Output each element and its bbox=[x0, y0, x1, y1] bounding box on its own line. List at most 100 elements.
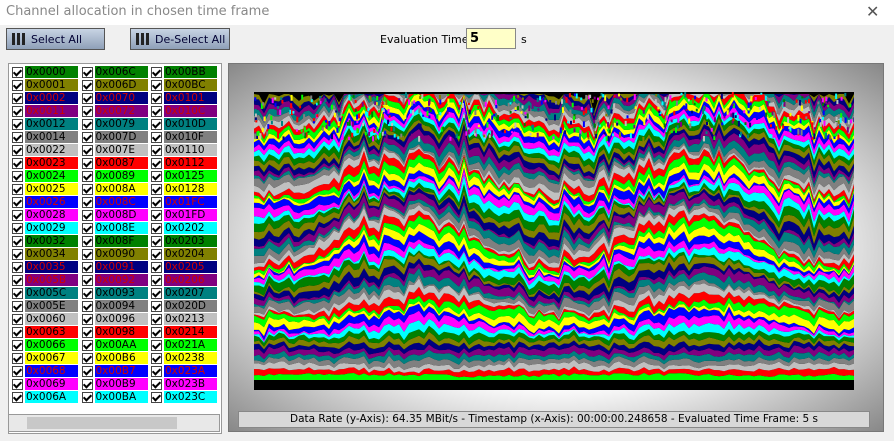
channel-checkbox[interactable] bbox=[81, 236, 93, 247]
channel-item: 0x023B bbox=[151, 378, 217, 390]
channel-checkbox[interactable] bbox=[151, 132, 162, 143]
channel-checkbox[interactable] bbox=[81, 366, 93, 377]
channel-checkbox[interactable] bbox=[81, 158, 93, 169]
channel-checkbox[interactable] bbox=[12, 184, 23, 195]
plot-noise bbox=[356, 120, 359, 124]
channel-checkbox[interactable] bbox=[81, 249, 93, 260]
channel-checkbox[interactable] bbox=[12, 197, 23, 208]
deselect-all-button[interactable]: De-Select All bbox=[130, 28, 230, 50]
channel-checkbox[interactable] bbox=[12, 392, 23, 403]
channel-checkbox[interactable] bbox=[12, 379, 23, 390]
channel-checkbox[interactable] bbox=[12, 262, 23, 273]
channel-checkbox[interactable] bbox=[151, 327, 162, 338]
channel-checkbox[interactable] bbox=[12, 119, 23, 130]
channel-checkbox[interactable] bbox=[151, 288, 162, 299]
channel-checkbox[interactable] bbox=[151, 171, 162, 182]
plot-noise bbox=[497, 115, 500, 122]
channel-checkbox[interactable] bbox=[12, 275, 23, 286]
channel-checkbox[interactable] bbox=[12, 171, 23, 182]
plot-noise bbox=[629, 133, 632, 139]
scrollbar[interactable] bbox=[8, 414, 220, 432]
channel-checkbox[interactable] bbox=[151, 158, 162, 169]
channel-label: 0x005E bbox=[25, 300, 78, 312]
channel-item: 0x0012 bbox=[12, 118, 78, 130]
channel-checkbox[interactable] bbox=[12, 145, 23, 156]
channel-checkbox[interactable] bbox=[81, 314, 93, 325]
channel-checkbox[interactable] bbox=[81, 93, 93, 104]
channel-checkbox[interactable] bbox=[151, 67, 162, 78]
channel-checkbox[interactable] bbox=[151, 80, 162, 91]
channel-item: 0x0014 bbox=[12, 131, 78, 143]
channel-checkbox[interactable] bbox=[81, 67, 93, 78]
plot-noise bbox=[847, 119, 850, 125]
channel-checkbox[interactable] bbox=[151, 223, 162, 234]
channel-checkbox[interactable] bbox=[151, 275, 162, 286]
channel-checkbox[interactable] bbox=[12, 93, 23, 104]
channel-checkbox[interactable] bbox=[81, 119, 93, 130]
channel-checkbox[interactable] bbox=[151, 262, 162, 273]
channel-checkbox[interactable] bbox=[81, 132, 93, 143]
channel-checkbox[interactable] bbox=[81, 106, 93, 117]
close-button[interactable]: ✕ bbox=[866, 2, 880, 21]
plot-noise bbox=[582, 111, 585, 116]
channel-checkbox[interactable] bbox=[151, 314, 162, 325]
plot-noise bbox=[513, 95, 516, 102]
channel-checkbox[interactable] bbox=[151, 353, 162, 364]
scroll-thumb[interactable] bbox=[27, 417, 177, 429]
channel-checkbox[interactable] bbox=[151, 210, 162, 221]
channel-checkbox[interactable] bbox=[12, 314, 23, 325]
channel-checkbox[interactable] bbox=[81, 171, 93, 182]
channel-checkbox[interactable] bbox=[81, 379, 93, 390]
plot-noise bbox=[612, 133, 615, 137]
channel-checkbox[interactable] bbox=[81, 327, 93, 338]
channel-checkbox[interactable] bbox=[81, 340, 93, 351]
channel-checkbox[interactable] bbox=[151, 379, 162, 390]
channel-checkbox[interactable] bbox=[151, 301, 162, 312]
channel-checkbox[interactable] bbox=[151, 236, 162, 247]
channel-checkbox[interactable] bbox=[81, 80, 93, 91]
channel-checkbox[interactable] bbox=[12, 223, 23, 234]
channel-checkbox[interactable] bbox=[12, 132, 23, 143]
channel-checkbox[interactable] bbox=[151, 392, 162, 403]
plot-noise bbox=[685, 108, 688, 111]
channel-checkbox[interactable] bbox=[12, 67, 23, 78]
channel-checkbox[interactable] bbox=[12, 236, 23, 247]
channel-checkbox[interactable] bbox=[81, 184, 93, 195]
channel-checkbox[interactable] bbox=[151, 197, 162, 208]
channel-checkbox[interactable] bbox=[12, 366, 23, 377]
channel-checkbox[interactable] bbox=[12, 288, 23, 299]
channel-checkbox[interactable] bbox=[151, 340, 162, 351]
channel-checkbox[interactable] bbox=[12, 249, 23, 260]
channel-checkbox[interactable] bbox=[81, 197, 93, 208]
channel-checkbox[interactable] bbox=[151, 366, 162, 377]
channel-checkbox[interactable] bbox=[81, 301, 93, 312]
channel-checkbox[interactable] bbox=[81, 210, 93, 221]
channel-checkbox[interactable] bbox=[12, 353, 23, 364]
channel-checkbox[interactable] bbox=[151, 119, 162, 130]
channel-checkbox[interactable] bbox=[12, 210, 23, 221]
plot-noise bbox=[840, 113, 843, 118]
channel-checkbox[interactable] bbox=[12, 106, 23, 117]
channel-checkbox[interactable] bbox=[81, 353, 93, 364]
plot-noise bbox=[575, 93, 578, 99]
evaluation-time-input[interactable]: 5 bbox=[466, 28, 516, 49]
channel-checkbox[interactable] bbox=[81, 288, 93, 299]
channel-checkbox[interactable] bbox=[81, 392, 93, 403]
channel-checkbox[interactable] bbox=[12, 327, 23, 338]
channel-checkbox[interactable] bbox=[151, 184, 162, 195]
select-all-button[interactable]: Select All bbox=[6, 28, 105, 50]
plot-noise bbox=[277, 106, 280, 109]
channel-checkbox[interactable] bbox=[12, 80, 23, 91]
channel-checkbox[interactable] bbox=[12, 158, 23, 169]
channel-checkbox[interactable] bbox=[151, 106, 162, 117]
channel-checkbox[interactable] bbox=[12, 301, 23, 312]
channel-checkbox[interactable] bbox=[151, 249, 162, 260]
channel-checkbox[interactable] bbox=[81, 262, 93, 273]
channel-checkbox[interactable] bbox=[12, 340, 23, 351]
channel-checkbox[interactable] bbox=[81, 223, 93, 234]
plot-noise bbox=[369, 96, 372, 102]
channel-checkbox[interactable] bbox=[151, 145, 162, 156]
channel-checkbox[interactable] bbox=[81, 145, 93, 156]
channel-checkbox[interactable] bbox=[151, 93, 162, 104]
channel-checkbox[interactable] bbox=[81, 275, 93, 286]
